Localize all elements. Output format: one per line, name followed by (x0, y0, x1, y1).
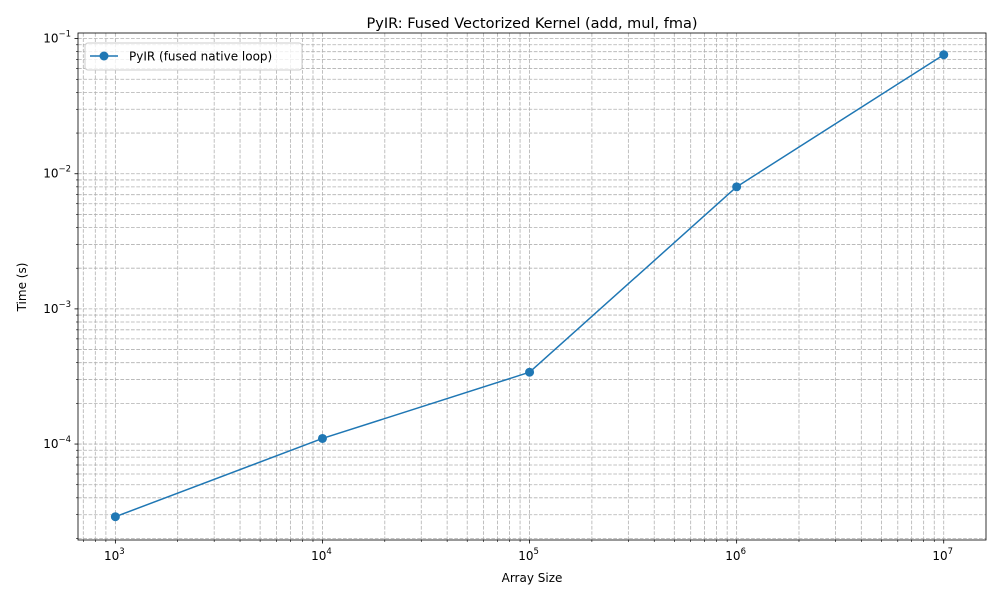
data-point-marker (317, 433, 327, 443)
y-tick-label: 10−4 (43, 435, 71, 451)
y-tick-label: 10−3 (43, 300, 71, 316)
chart-title: PyIR: Fused Vectorized Kernel (add, mul,… (367, 16, 698, 32)
y-axis-title: Time (s) (15, 263, 29, 313)
data-point-marker (525, 367, 535, 377)
data-point-marker (110, 512, 120, 522)
x-tick-label: 107 (932, 547, 953, 563)
x-tick-label: 105 (518, 547, 539, 563)
axis-ticks: 103 104 105 106 107 10−4 10−3 10−2 10−1 (43, 30, 953, 563)
series-layer (110, 50, 949, 522)
plot-area (78, 33, 986, 540)
x-axis-title: Array Size (502, 571, 563, 585)
x-tick-label: 104 (311, 547, 332, 563)
legend-box (84, 42, 303, 71)
legend-marker-swatch (99, 51, 109, 61)
data-point-marker (732, 182, 742, 192)
legend: PyIR (fused native loop) (84, 42, 303, 71)
y-tick-label: 10−2 (43, 165, 71, 181)
x-tick-label: 106 (725, 547, 746, 563)
plot-frame (77, 32, 987, 541)
data-point-marker (939, 50, 949, 60)
x-tick-label: 103 (104, 547, 125, 563)
legend-label: PyIR (fused native loop) (129, 50, 272, 64)
y-tick-label: 10−1 (43, 30, 71, 46)
